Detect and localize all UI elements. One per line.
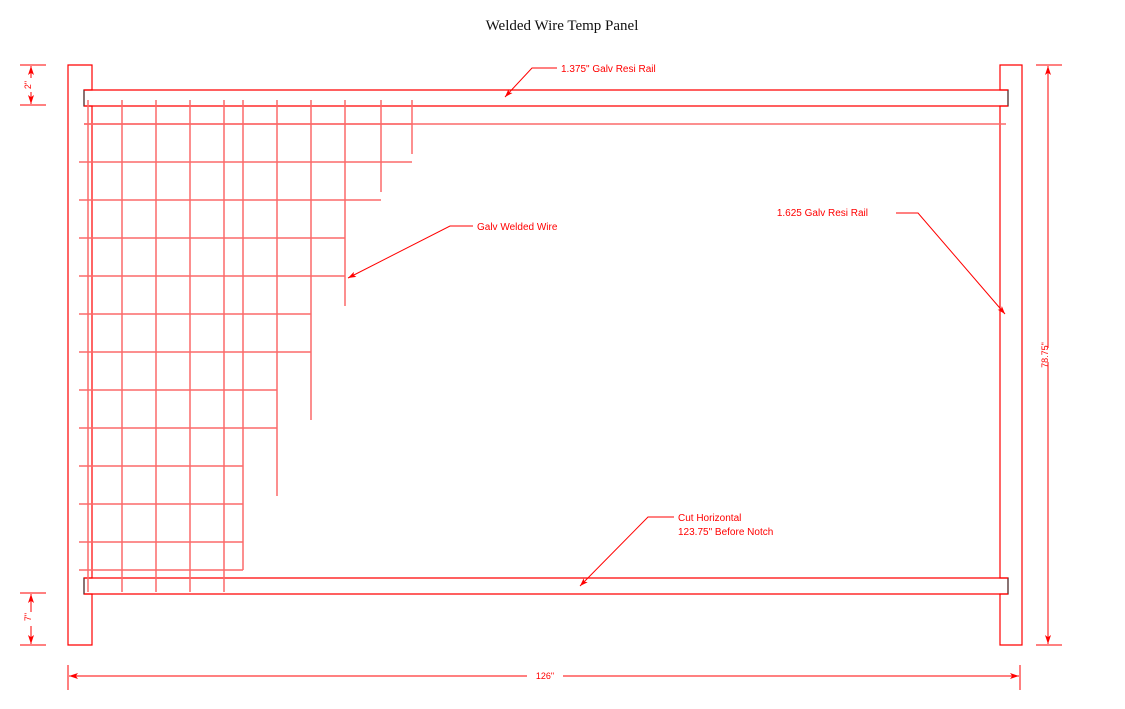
callout-label: 1.375" Galv Resi Rail [561, 64, 656, 75]
top-rail [84, 89, 1008, 107]
dimension-group: 2" 7" 78.75" 126" [20, 64, 1062, 690]
panel-geometry [67, 64, 1023, 646]
callout-label: Cut Horizontal [678, 513, 741, 524]
page-title: Welded Wire Temp Panel [486, 18, 639, 34]
dimension-overall-height: 78.75" [1036, 64, 1062, 646]
side-rail-callout: 1.625 Galv Resi Rail [777, 208, 1006, 315]
leader-line [504, 67, 557, 98]
dimension-label: 78.75" [1040, 342, 1050, 368]
dimension-label: 2" [23, 81, 33, 89]
right-post [999, 64, 1023, 646]
welded-wire-callout: Galv Welded Wire [347, 222, 558, 279]
right-post-notch-bottom [1000, 577, 1009, 595]
annotation-group: 1.375" Galv Resi Rail Galv Welded Wire 1.6… [347, 64, 1006, 587]
welded-wire-mesh [79, 100, 1006, 592]
leader-line [896, 212, 1006, 315]
dimension-overall-width: 126" [67, 665, 1021, 690]
dimension-label: 126" [536, 671, 554, 681]
callout-label: Galv Welded Wire [477, 222, 558, 233]
top-rail-callout: 1.375" Galv Resi Rail [504, 64, 656, 98]
callout-label: 1.625 Galv Resi Rail [777, 208, 868, 219]
dimension-top-left: 2" [20, 64, 46, 106]
cut-horizontal-callout: Cut Horizontal 123.75" Before Notch [579, 513, 773, 587]
leader-line [347, 225, 473, 279]
callout-label: 123.75" Before Notch [678, 527, 773, 538]
bottom-rail [84, 577, 1008, 595]
dimension-label: 7" [23, 613, 33, 621]
right-post-notch-top [1000, 89, 1009, 107]
leader-line [579, 516, 674, 587]
dimension-bottom-left: 7" [20, 592, 46, 646]
